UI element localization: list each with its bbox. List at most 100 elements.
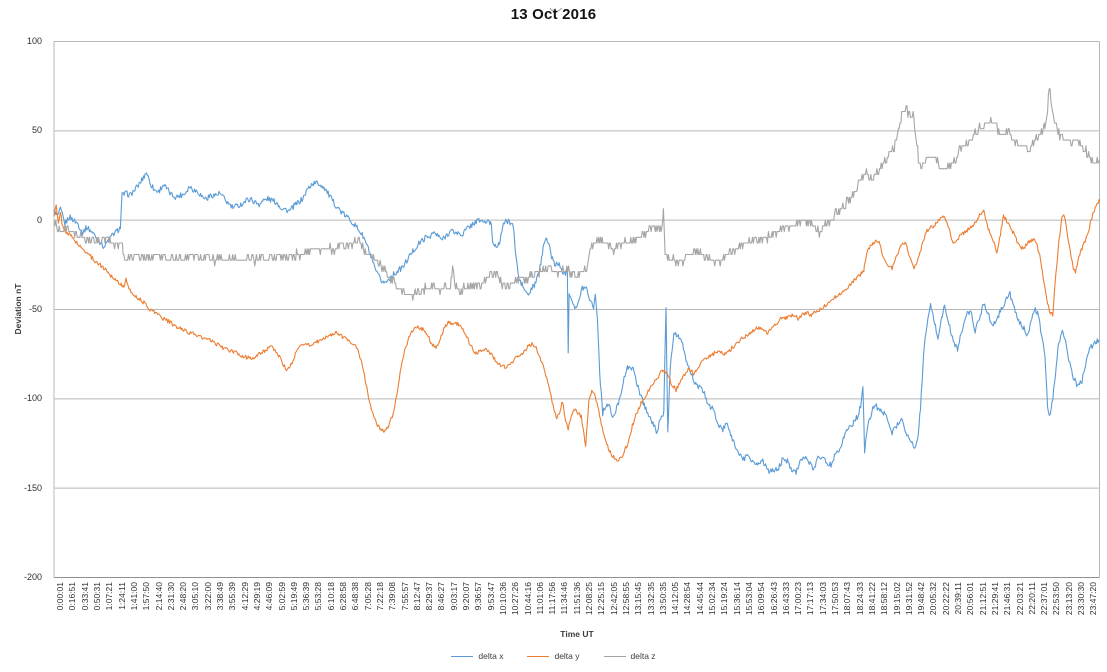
x-tick-label: 7:39:08: [387, 582, 398, 611]
series-line-delta-y: [53, 198, 1100, 462]
x-tick-label: 11:01:06: [534, 582, 545, 615]
x-tick-label: 15:36:14: [731, 582, 742, 616]
y-tick-label: -200: [23, 572, 42, 582]
x-tick-label: 16:43:33: [780, 582, 791, 616]
x-tick-label: 8:29:37: [424, 582, 435, 611]
legend-label: delta x: [478, 651, 504, 661]
series-line-delta-x: [53, 172, 1100, 475]
x-tick-label: 8:46:27: [436, 582, 447, 611]
x-tick-label: 21:12:51: [977, 582, 988, 616]
x-tick-label: 14:12:05: [670, 582, 681, 616]
x-tick-label: 16:09:54: [756, 582, 767, 616]
y-tick-label: 100: [26, 36, 42, 46]
x-tick-label: 17:34:03: [817, 582, 828, 616]
x-tick-label: 11:34:46: [559, 582, 570, 615]
legend-item-delta-x: delta x: [451, 651, 503, 661]
x-tick-label: 19:48:42: [916, 582, 927, 616]
x-tick-label: 17:17:13: [805, 582, 816, 616]
legend-label: delta z: [630, 651, 656, 661]
legend-item-delta-y: delta y: [527, 651, 580, 661]
x-tick-label: 12:58:55: [620, 582, 631, 616]
x-tick-label: 1:57:50: [141, 582, 152, 611]
x-tick-label: 10:27:26: [510, 582, 521, 616]
x-tick-label: 6:10:18: [325, 582, 336, 611]
x-tick-label: 20:05:32: [928, 582, 939, 616]
x-tick-label: 11:51:36: [571, 582, 582, 615]
x-tick-label: 0:33:41: [79, 582, 90, 611]
delta-x-line-swatch: [451, 655, 474, 657]
x-tick-label: 0:00:01: [55, 582, 66, 611]
x-tick-label: 22:53:50: [1051, 582, 1062, 616]
x-tick-label: 9:03:17: [448, 582, 459, 611]
x-tick-label: 1:41:00: [128, 582, 139, 611]
x-tick-label: 7:05:28: [362, 582, 373, 611]
x-tick-label: 14:28:54: [682, 582, 693, 616]
x-tick-label: 22:20:11: [1026, 582, 1037, 615]
x-tick-label: 12:08:25: [584, 582, 595, 616]
y-tick-label: -50: [28, 304, 42, 314]
x-tick-label: 22:03:21: [1014, 582, 1025, 616]
x-tick-label: 3:22:00: [202, 582, 213, 611]
y-tick-label: -100: [23, 393, 42, 404]
x-tick-label: 10:44:16: [522, 582, 533, 616]
x-tick-label: 12:42:05: [608, 582, 619, 616]
legend-item-delta-z: delta z: [603, 651, 656, 661]
x-tick-label: 7:55:57: [399, 582, 410, 611]
x-tick-label: 1:07:21: [104, 582, 115, 611]
legend: delta x delta y delta z: [0, 651, 1107, 661]
x-tick-label: 18:24:33: [854, 582, 865, 616]
x-tick-label: 10:10:36: [497, 582, 508, 616]
x-tick-label: 2:48:20: [178, 582, 189, 611]
x-tick-label: 3:05:10: [190, 582, 201, 611]
x-tick-label: 9:36:57: [473, 582, 484, 611]
x-tick-label: 18:58:12: [879, 582, 890, 616]
x-tick-label: 1:24:11: [116, 582, 127, 610]
x-tick-label: 14:45:44: [694, 582, 705, 616]
x-tick-label: 11:17:56: [547, 582, 558, 615]
x-tick-label: 9:20:07: [461, 582, 472, 611]
x-tick-label: 0:16:51: [67, 582, 78, 611]
x-tick-label: 18:41:22: [866, 582, 877, 616]
x-tick-label: 20:22:22: [940, 582, 951, 616]
x-tick-label: 13:32:35: [645, 582, 656, 616]
x-tick-label: 5:19:49: [288, 582, 299, 611]
x-tick-label: 19:15:02: [891, 582, 902, 616]
x-tick-label: 4:12:29: [239, 582, 250, 611]
legend-label: delta y: [554, 651, 580, 661]
y-tick-label: -150: [23, 482, 42, 493]
x-tick-label: 3:55:39: [227, 582, 238, 611]
y-tick-label: 0: [36, 214, 42, 225]
x-tick-label: 5:02:59: [276, 582, 287, 611]
x-tick-label: 15:02:34: [707, 582, 718, 616]
delta-z-line-swatch: [603, 655, 626, 657]
x-tick-label: 20:39:11: [953, 582, 964, 615]
x-tick-label: 5:36:39: [301, 582, 312, 611]
x-tick-label: 17:50:53: [830, 582, 841, 616]
x-tick-label: 23:30:30: [1076, 582, 1087, 616]
x-tick-label: 12:25:15: [596, 582, 607, 616]
x-tick-label: 20:56:01: [965, 582, 976, 616]
x-tick-label: 7:22:18: [374, 582, 385, 611]
x-tick-label: 15:53:04: [743, 582, 754, 616]
series-line-delta-z: [53, 88, 1100, 301]
x-tick-label: 8:12:47: [411, 582, 422, 611]
x-tick-label: 19:31:52: [903, 582, 914, 616]
x-tick-label: 9:53:47: [485, 582, 496, 611]
x-tick-label: 13:15:45: [633, 582, 644, 616]
x-tick-label: 21:29:41: [989, 582, 1000, 616]
x-axis-title: Time UT: [560, 629, 594, 639]
x-tick-label: 23:13:20: [1063, 582, 1074, 616]
x-tick-label: 6:28:58: [338, 582, 349, 611]
x-tick-label: 5:53:28: [313, 582, 324, 611]
y-tick-label: 50: [31, 125, 42, 136]
x-tick-label: 18:07:43: [842, 582, 853, 616]
x-tick-label: 6:48:38: [350, 582, 361, 611]
x-tick-label: 16:26:43: [768, 582, 779, 616]
x-tick-label: 22:37:01: [1039, 582, 1050, 616]
delta-y-line-swatch: [527, 655, 550, 657]
x-tick-label: 2:14:40: [153, 582, 164, 611]
chart-title: 13 Oct 2016: [510, 6, 597, 23]
cropped-text-fragment: [549, 0, 563, 18]
